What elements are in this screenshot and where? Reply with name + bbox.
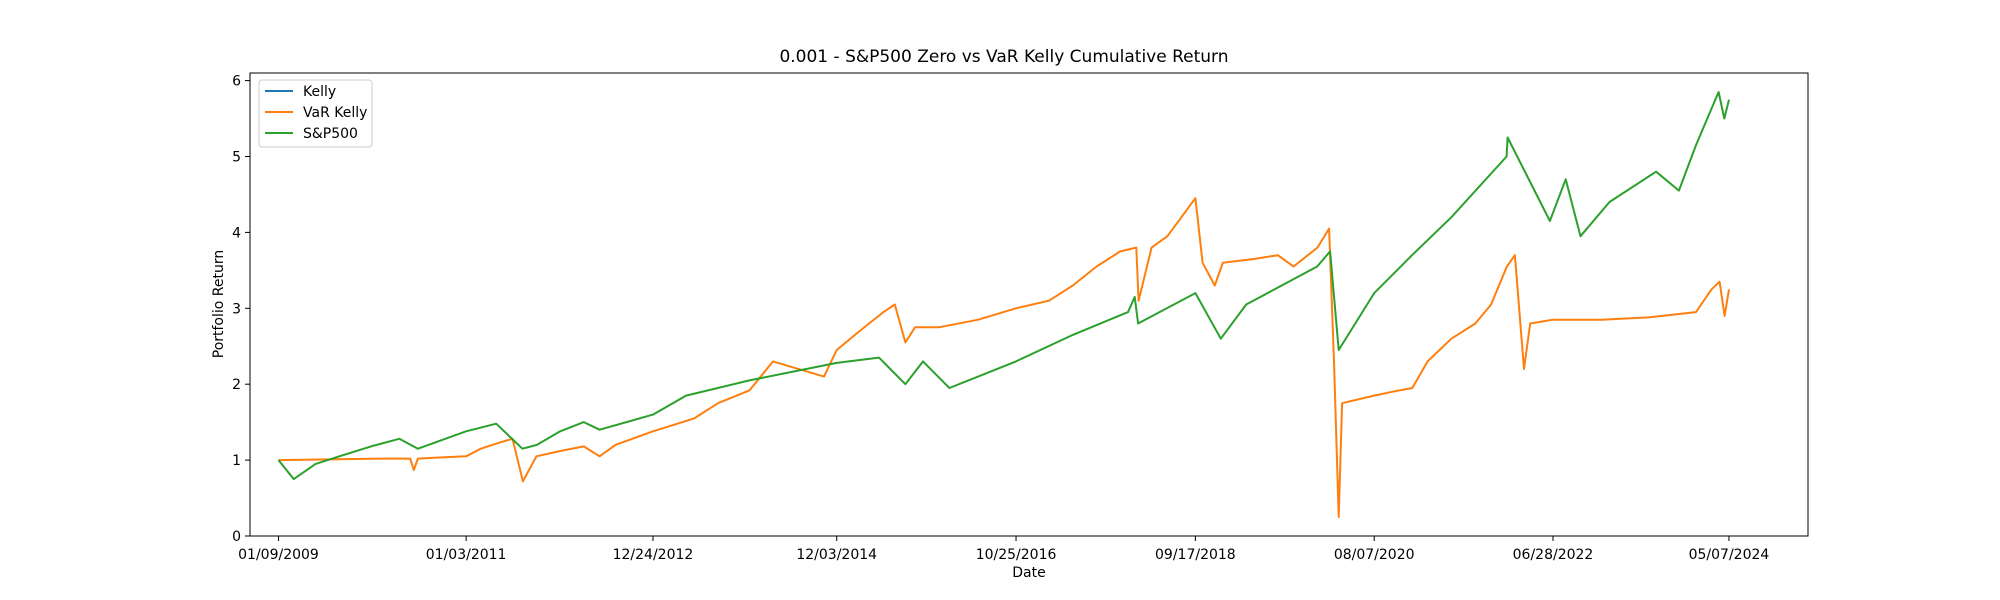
x-tick-label: 09/17/2018 [1155,547,1236,563]
legend-box [258,79,373,148]
y-axis: 0 1 2 3 4 5 6 [232,74,250,545]
chart-title: 0.001 - S&P500 Zero vs VaR Kelly Cumulat… [779,47,1228,67]
x-tick-label: 06/28/2022 [1513,547,1594,563]
series-layer [277,91,1730,518]
y-tick-label: 1 [232,453,241,469]
x-tick-label: 01/03/2011 [426,547,507,563]
legend: Kelly VaR Kelly S&P500 [258,79,373,148]
x-tick-label: 12/03/2014 [796,547,877,563]
legend-label-var-kelly: VaR Kelly [303,105,367,121]
x-tick-label: 12/24/2012 [613,547,694,563]
y-tick-label: 6 [232,74,241,90]
y-tick-label: 2 [232,377,241,393]
series-line-s-p500 [277,91,1730,481]
x-tick-label: 08/07/2020 [1334,547,1415,563]
y-tick-label: 0 [232,529,241,545]
x-tick-label: 01/09/2009 [238,547,319,563]
series-line-var-kelly [278,197,1730,518]
x-axis-label: Date [1012,565,1045,581]
x-axis: 01/09/2009 01/03/2011 12/24/2012 12/03/2014… [238,536,1769,563]
y-tick-label: 3 [232,301,241,317]
x-tick-label: 10/25/2016 [976,547,1057,563]
y-tick-label: 5 [232,149,241,165]
legend-label-s-p500: S&P500 [303,126,358,142]
y-tick-label: 4 [232,225,241,241]
x-tick-label: 05/07/2024 [1689,547,1770,563]
legend-label-kelly: Kelly [303,84,336,100]
y-axis-label: Portfolio Return [211,250,227,359]
